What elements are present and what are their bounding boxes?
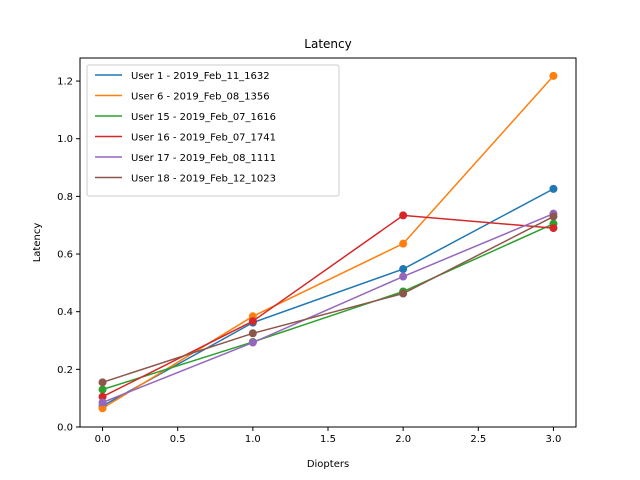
y-axis-label: Latency [32, 223, 43, 263]
data-point [399, 289, 408, 298]
legend-label: User 17 - 2019_Feb_08_1111 [131, 153, 276, 164]
y-tick-label: 0.0 [57, 423, 73, 434]
series-line [102, 188, 554, 407]
legend-label: User 16 - 2019_Feb_07_1741 [131, 133, 276, 144]
y-tick-label: 0.6 [57, 250, 73, 261]
plot-points [98, 71, 558, 413]
data-point [98, 378, 107, 387]
y-tick-label: 1.0 [57, 134, 73, 145]
data-point [98, 404, 107, 413]
y-tick-label: 1.2 [57, 77, 73, 88]
y-tick-label: 0.8 [57, 192, 73, 203]
data-point [399, 265, 408, 274]
y-tick-label: 0.4 [57, 307, 73, 318]
legend-label: User 18 - 2019_Feb_12_1023 [131, 174, 276, 185]
x-tick-label: 1.0 [245, 434, 261, 445]
data-point [549, 184, 558, 193]
x-tick-label: 0.5 [170, 434, 186, 445]
x-axis: 0.0 0.5 1.0 1.5 2.0 2.5 3.0 [95, 427, 562, 445]
data-point [549, 71, 558, 80]
data-point [98, 392, 107, 401]
plot-lines [102, 75, 555, 409]
x-tick-label: 2.0 [395, 434, 411, 445]
data-point [248, 338, 257, 347]
x-tick-label: 2.5 [470, 434, 486, 445]
legend: User 1 - 2019_Feb_11_1632 User 6 - 2019_F… [86, 64, 340, 197]
data-point [98, 398, 107, 407]
data-point [98, 385, 107, 394]
chart-title: Latency [304, 37, 351, 51]
legend-frame [86, 64, 340, 197]
y-axis: 0.0 0.2 0.4 0.6 0.8 1.0 1.2 [57, 77, 80, 434]
y-tick-label: 0.2 [57, 365, 73, 376]
legend-label: User 1 - 2019_Feb_11_1632 [131, 71, 270, 82]
data-point [399, 211, 408, 220]
legend-label: User 6 - 2019_Feb_08_1356 [131, 92, 270, 103]
x-axis-label: Diopters [307, 459, 349, 470]
data-point [549, 224, 558, 233]
data-point [549, 212, 558, 221]
data-point [399, 272, 408, 281]
legend-label: User 15 - 2019_Feb_07_1616 [131, 112, 276, 123]
x-tick-label: 0.0 [95, 434, 111, 445]
x-tick-label: 3.0 [546, 434, 562, 445]
data-point [248, 329, 257, 338]
series-line [102, 214, 554, 398]
series-line [102, 75, 555, 409]
data-point [399, 239, 408, 248]
series-line [102, 223, 554, 391]
x-tick-label: 1.5 [320, 434, 336, 445]
series-line [102, 215, 554, 384]
data-point [248, 317, 257, 326]
series-line [102, 212, 554, 404]
